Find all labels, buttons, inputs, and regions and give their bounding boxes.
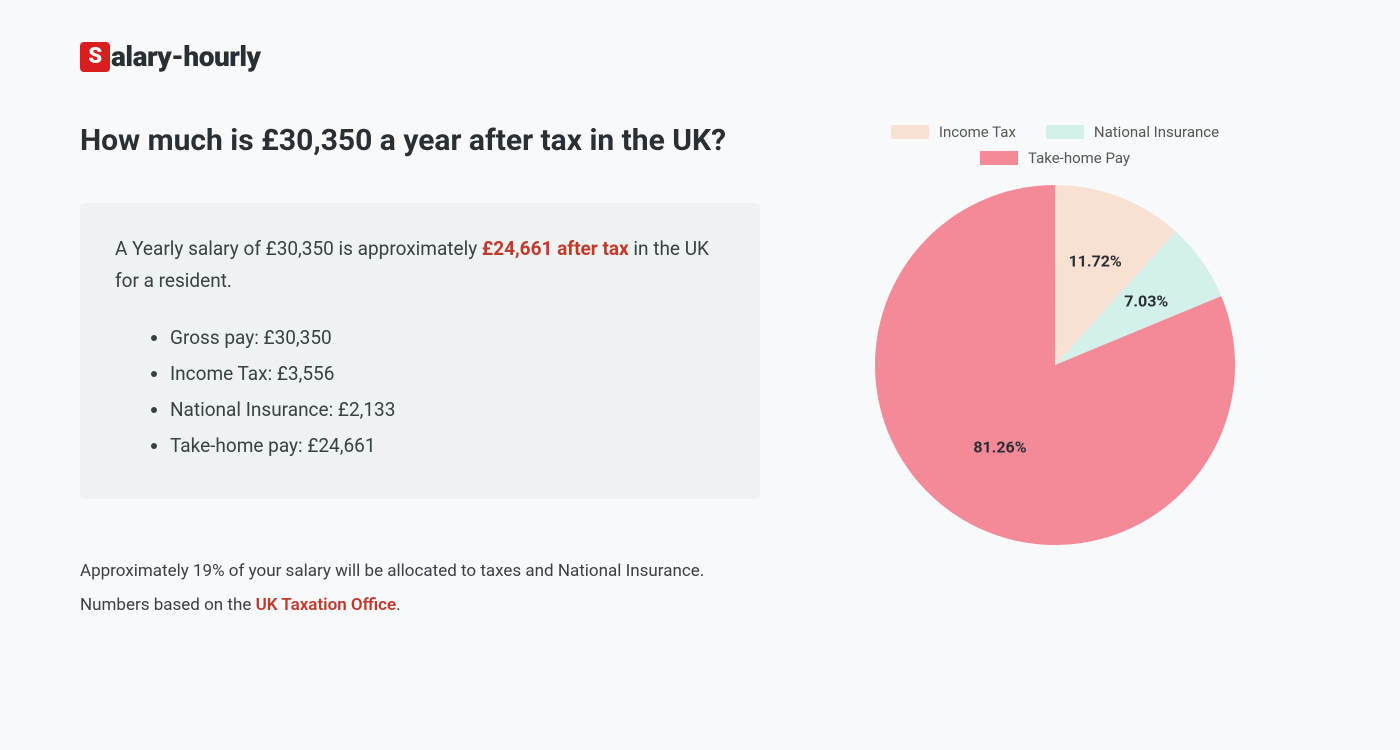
summary-list: Gross pay: £30,350 Income Tax: £3,556 Na…	[115, 320, 725, 464]
footnote: Approximately 19% of your salary will be…	[80, 554, 760, 622]
footnote-line1: Approximately 19% of your salary will be…	[80, 561, 704, 581]
legend-label: National Insurance	[1094, 123, 1219, 141]
legend-swatch	[891, 125, 929, 139]
page-title: How much is £30,350 a year after tax in …	[80, 123, 760, 158]
summary-highlight: £24,661 after tax	[482, 237, 629, 260]
list-item: Take-home pay: £24,661	[170, 428, 725, 464]
pie-slice-label: 81.26%	[973, 438, 1026, 457]
legend-item: National Insurance	[1046, 123, 1219, 141]
pie-chart: 11.72% 7.03% 81.26%	[875, 185, 1235, 545]
legend-label: Income Tax	[939, 123, 1016, 141]
list-item: National Insurance: £2,133	[170, 392, 725, 428]
summary-intro-pre: A Yearly salary of £30,350 is approximat…	[115, 237, 482, 260]
list-item: Gross pay: £30,350	[170, 320, 725, 356]
legend-swatch	[1046, 125, 1084, 139]
footnote-line2-pre: Numbers based on the	[80, 595, 256, 615]
logo-badge: S	[80, 42, 110, 72]
legend-swatch	[980, 151, 1018, 165]
legend-item: Take-home Pay	[980, 149, 1130, 167]
footnote-line2-post: .	[396, 595, 400, 615]
chart-legend: Income Tax National Insurance Take-home Pa…	[840, 123, 1270, 167]
pie-slice-label: 7.03%	[1124, 291, 1168, 310]
logo-text: alary-hourly	[111, 40, 261, 73]
site-logo: S alary-hourly	[80, 40, 1320, 73]
summary-box: A Yearly salary of £30,350 is approximat…	[80, 203, 760, 499]
summary-intro: A Yearly salary of £30,350 is approximat…	[115, 233, 725, 298]
list-item: Income Tax: £3,556	[170, 356, 725, 392]
taxation-office-link[interactable]: UK Taxation Office	[256, 595, 397, 615]
legend-label: Take-home Pay	[1028, 149, 1130, 167]
pie-slice-label: 11.72%	[1069, 251, 1122, 270]
legend-item: Income Tax	[891, 123, 1016, 141]
